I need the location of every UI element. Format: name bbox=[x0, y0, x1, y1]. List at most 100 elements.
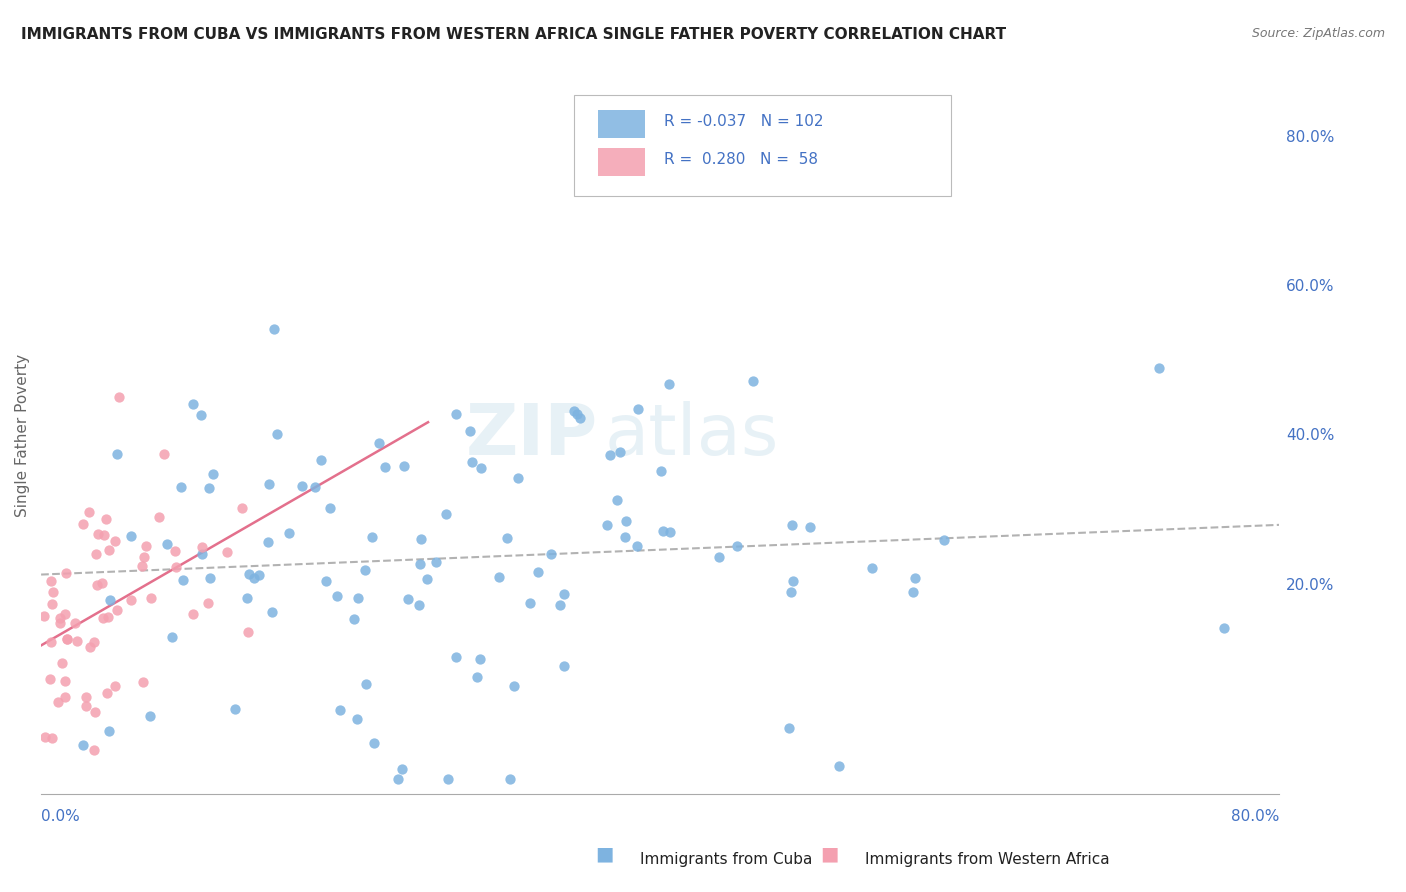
Point bbox=[56, 632, 79, 646]
Point bbox=[278, 525, 301, 540]
Point bbox=[506, 471, 529, 485]
Point bbox=[104, 534, 127, 549]
Point bbox=[540, 547, 562, 561]
Point bbox=[32, 608, 55, 623]
Point bbox=[553, 659, 575, 673]
Point bbox=[86, 578, 108, 592]
Point bbox=[347, 591, 370, 605]
Point bbox=[304, 480, 326, 494]
Point bbox=[326, 589, 349, 603]
Point bbox=[626, 539, 648, 553]
Point bbox=[41, 731, 63, 745]
Point bbox=[860, 561, 883, 575]
Point bbox=[148, 510, 170, 524]
Point bbox=[256, 534, 278, 549]
Text: Immigrants from Western Africa: Immigrants from Western Africa bbox=[865, 852, 1109, 867]
Point bbox=[468, 651, 491, 665]
Point bbox=[135, 539, 157, 553]
Point bbox=[198, 481, 221, 495]
Point bbox=[465, 670, 488, 684]
Point bbox=[181, 607, 204, 621]
Point bbox=[51, 656, 73, 670]
Point bbox=[90, 575, 112, 590]
Point bbox=[183, 396, 205, 410]
Text: ZIP: ZIP bbox=[465, 401, 599, 470]
Point bbox=[568, 410, 591, 425]
Point bbox=[105, 602, 128, 616]
Point bbox=[502, 679, 524, 693]
Point bbox=[197, 595, 219, 609]
Point bbox=[172, 573, 194, 587]
Point bbox=[96, 609, 118, 624]
Point bbox=[363, 736, 385, 750]
Point bbox=[263, 322, 285, 336]
Point bbox=[75, 690, 97, 704]
Point bbox=[526, 565, 548, 579]
Point bbox=[53, 674, 76, 689]
Point bbox=[354, 676, 377, 690]
Text: Source: ZipAtlas.com: Source: ZipAtlas.com bbox=[1251, 27, 1385, 40]
Point bbox=[96, 686, 118, 700]
Point bbox=[97, 542, 120, 557]
Point bbox=[91, 611, 114, 625]
Point bbox=[39, 574, 62, 588]
Point bbox=[932, 533, 955, 548]
Point bbox=[63, 615, 86, 630]
Point bbox=[131, 558, 153, 573]
Point bbox=[725, 539, 748, 553]
Point bbox=[160, 630, 183, 644]
Point bbox=[93, 528, 115, 542]
Point bbox=[782, 574, 804, 588]
Y-axis label: Single Father Poverty: Single Father Poverty bbox=[15, 354, 30, 517]
Point bbox=[39, 672, 62, 686]
Point bbox=[98, 593, 121, 607]
Point bbox=[291, 478, 314, 492]
Point bbox=[470, 461, 492, 475]
Point bbox=[104, 679, 127, 693]
Point bbox=[191, 547, 214, 561]
Point bbox=[217, 544, 239, 558]
Point bbox=[562, 404, 585, 418]
Point bbox=[319, 501, 342, 516]
Point bbox=[461, 455, 484, 469]
Point bbox=[134, 550, 156, 565]
Point bbox=[488, 569, 510, 583]
Point bbox=[391, 762, 413, 776]
Point bbox=[650, 464, 672, 478]
Point bbox=[165, 559, 187, 574]
Point bbox=[86, 527, 108, 541]
Point bbox=[84, 705, 107, 719]
Point bbox=[437, 772, 460, 787]
Point bbox=[311, 453, 333, 467]
Point bbox=[236, 624, 259, 639]
Point bbox=[163, 544, 186, 558]
Text: 80.0%: 80.0% bbox=[1230, 809, 1279, 824]
Point bbox=[1213, 621, 1236, 635]
Point bbox=[247, 567, 270, 582]
Text: 0.0%: 0.0% bbox=[41, 809, 80, 824]
Point bbox=[550, 598, 572, 612]
Point bbox=[190, 408, 212, 422]
Point bbox=[53, 690, 76, 705]
Text: ■: ■ bbox=[820, 845, 839, 863]
Point bbox=[416, 572, 439, 586]
Point bbox=[519, 596, 541, 610]
Point bbox=[238, 567, 260, 582]
Point bbox=[108, 390, 131, 404]
Point bbox=[98, 724, 121, 739]
Point bbox=[599, 448, 621, 462]
Point bbox=[79, 640, 101, 655]
Point bbox=[658, 376, 681, 391]
Point bbox=[425, 556, 447, 570]
Text: IMMIGRANTS FROM CUBA VS IMMIGRANTS FROM WESTERN AFRICA SINGLE FATHER POVERTY COR: IMMIGRANTS FROM CUBA VS IMMIGRANTS FROM … bbox=[21, 27, 1007, 42]
Point bbox=[343, 612, 366, 626]
Point bbox=[39, 635, 62, 649]
FancyBboxPatch shape bbox=[574, 95, 952, 195]
Point bbox=[121, 529, 143, 543]
Point bbox=[170, 480, 193, 494]
Point bbox=[627, 402, 650, 417]
Point bbox=[596, 517, 619, 532]
Point bbox=[72, 738, 94, 752]
Point bbox=[329, 703, 352, 717]
Point bbox=[84, 547, 107, 561]
